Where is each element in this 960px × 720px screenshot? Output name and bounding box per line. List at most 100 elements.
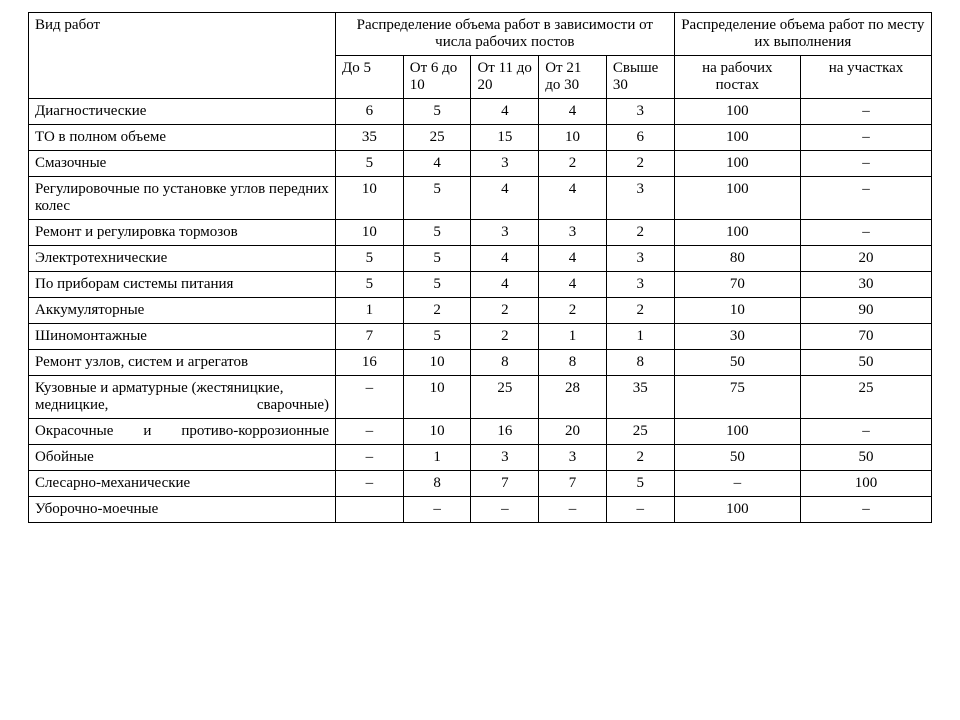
col-header-posts-1: От 6 до 10 xyxy=(403,56,471,99)
cell: 2 xyxy=(539,298,607,324)
table-row: По приборам системы питания554437030 xyxy=(29,272,932,298)
cell: 8 xyxy=(403,471,471,497)
cell: 3 xyxy=(606,177,674,220)
cell: 8 xyxy=(471,350,539,376)
cell: 10 xyxy=(403,376,471,419)
cell: 90 xyxy=(801,298,932,324)
table-row: Ремонт и регулировка тормозов105332100– xyxy=(29,220,932,246)
cell: 70 xyxy=(674,272,800,298)
cell: 2 xyxy=(606,151,674,177)
cell: 1 xyxy=(403,445,471,471)
col-header-place-0: на рабочих постах xyxy=(674,56,800,99)
table-row: Аккумуляторные122221090 xyxy=(29,298,932,324)
cell: – xyxy=(801,220,932,246)
cell: 8 xyxy=(539,350,607,376)
table-row: Кузовные и арматурные (жестяницкие, медн… xyxy=(29,376,932,419)
cell: 15 xyxy=(471,125,539,151)
cell: 4 xyxy=(539,246,607,272)
cell: 100 xyxy=(674,177,800,220)
distribution-table: Вид работ Распределение объема работ в з… xyxy=(28,12,932,523)
cell: 28 xyxy=(539,376,607,419)
cell: 25 xyxy=(801,376,932,419)
cell: 4 xyxy=(539,272,607,298)
cell: 5 xyxy=(403,324,471,350)
cell: 25 xyxy=(606,419,674,445)
cell: 10 xyxy=(403,419,471,445)
cell: 3 xyxy=(606,246,674,272)
cell: – xyxy=(674,471,800,497)
row-label: По приборам системы питания xyxy=(29,272,336,298)
cell: – xyxy=(336,376,404,419)
cell: 100 xyxy=(674,125,800,151)
row-label: ТО в полном объеме xyxy=(29,125,336,151)
row-label: Уборочно-моечные xyxy=(29,497,336,523)
cell: 4 xyxy=(403,151,471,177)
col-header-posts-2: От 11 до 20 xyxy=(471,56,539,99)
cell: 35 xyxy=(606,376,674,419)
cell: 10 xyxy=(539,125,607,151)
row-label: Ремонт и регулировка тормозов xyxy=(29,220,336,246)
cell: 100 xyxy=(674,419,800,445)
cell: 100 xyxy=(801,471,932,497)
cell: 3 xyxy=(606,272,674,298)
col-header-posts-3: От 21 до 30 xyxy=(539,56,607,99)
table-row: Ремонт узлов, систем и агрегатов16108885… xyxy=(29,350,932,376)
cell: 3 xyxy=(471,220,539,246)
cell: 1 xyxy=(539,324,607,350)
table-row: Смазочные54322100– xyxy=(29,151,932,177)
cell: 20 xyxy=(801,246,932,272)
cell: 25 xyxy=(403,125,471,151)
col-group-place: Распределение объема работ по месту их в… xyxy=(674,13,931,56)
row-label: Обойные xyxy=(29,445,336,471)
cell: 4 xyxy=(471,246,539,272)
cell: 35 xyxy=(336,125,404,151)
cell: 50 xyxy=(674,350,800,376)
cell: 2 xyxy=(606,298,674,324)
col-header-posts-0: До 5 xyxy=(336,56,404,99)
table-row: ТО в полном объеме352515106100– xyxy=(29,125,932,151)
cell: 10 xyxy=(336,220,404,246)
cell: 100 xyxy=(674,151,800,177)
row-label: Окрасочные и противо-коррозионные xyxy=(29,419,336,445)
cell: 20 xyxy=(539,419,607,445)
cell: 2 xyxy=(606,220,674,246)
row-label: Регулировочные по установке углов передн… xyxy=(29,177,336,220)
cell: 5 xyxy=(336,151,404,177)
col-group-posts: Распределение объема работ в зависимости… xyxy=(336,13,675,56)
cell: 50 xyxy=(801,350,932,376)
row-label: Смазочные xyxy=(29,151,336,177)
cell xyxy=(336,497,404,523)
cell: 5 xyxy=(403,99,471,125)
cell: 1 xyxy=(336,298,404,324)
cell: 4 xyxy=(539,177,607,220)
cell: 30 xyxy=(801,272,932,298)
cell: 4 xyxy=(471,99,539,125)
row-label: Диагностические xyxy=(29,99,336,125)
cell: 6 xyxy=(606,125,674,151)
cell: 5 xyxy=(336,272,404,298)
row-label: Ремонт узлов, систем и агрегатов xyxy=(29,350,336,376)
cell: – xyxy=(471,497,539,523)
row-label: Шиномонтажные xyxy=(29,324,336,350)
cell: 5 xyxy=(403,177,471,220)
row-label: Электротехнические xyxy=(29,246,336,272)
cell: 3 xyxy=(539,445,607,471)
row-label: Аккумуляторные xyxy=(29,298,336,324)
row-label: Кузовные и арматурные (жестяницкие, медн… xyxy=(29,376,336,419)
cell: 5 xyxy=(403,272,471,298)
cell: 4 xyxy=(471,272,539,298)
table-row: Регулировочные по установке углов передн… xyxy=(29,177,932,220)
cell: 75 xyxy=(674,376,800,419)
cell: – xyxy=(801,99,932,125)
col-header-posts-4: Свыше 30 xyxy=(606,56,674,99)
cell: – xyxy=(403,497,471,523)
cell: 2 xyxy=(471,324,539,350)
cell: 4 xyxy=(539,99,607,125)
cell: 3 xyxy=(606,99,674,125)
cell: – xyxy=(801,177,932,220)
cell: 16 xyxy=(336,350,404,376)
table-header: Вид работ Распределение объема работ в з… xyxy=(29,13,932,99)
cell: 3 xyxy=(471,151,539,177)
row-label: Слесарно-механические xyxy=(29,471,336,497)
cell: – xyxy=(606,497,674,523)
